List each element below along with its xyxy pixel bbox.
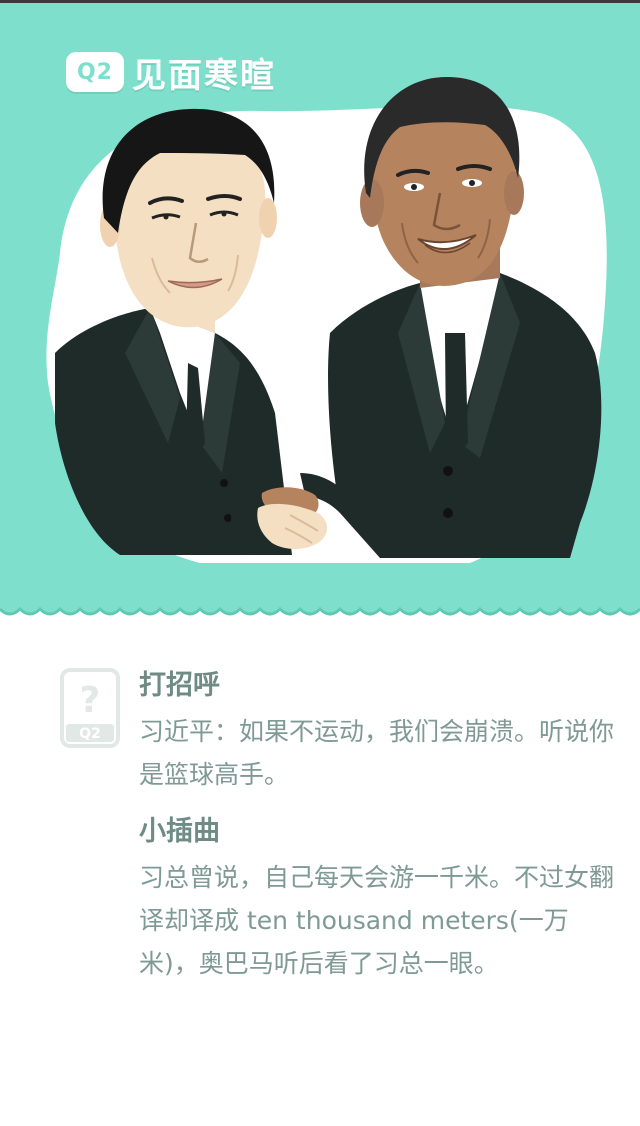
q2-badge-icon: Q2 bbox=[66, 52, 124, 92]
question-badge-text: Q2 bbox=[79, 726, 101, 742]
header-logo: Q2 见面寒暄 bbox=[66, 50, 276, 96]
page-title: 见面寒暄 bbox=[132, 55, 276, 96]
question-badge-label: Q2 bbox=[79, 726, 101, 742]
section-episode: 小插曲 习总曾说，自己每天会游一千米。不过女翻译却译成 ten thousand… bbox=[139, 812, 619, 985]
section-greeting: 打招呼 习近平：如果不运动，我们会崩溃。听说你是篮球高手。 bbox=[139, 666, 619, 796]
handshake bbox=[230, 473, 355, 555]
hero-illustration bbox=[0, 3, 640, 616]
section-body: 习总曾说，自己每天会游一千米。不过女翻译却译成 ten thousand met… bbox=[139, 863, 615, 978]
status-bar-line bbox=[0, 0, 640, 3]
question-badge-icon: ? bbox=[60, 668, 120, 748]
section-body: 习近平：如果不运动，我们会崩溃。听说你是篮球高手。 bbox=[139, 717, 615, 789]
right-man bbox=[328, 76, 602, 558]
svg-text:?: ? bbox=[80, 680, 101, 721]
section-title: 打招呼 bbox=[139, 670, 220, 701]
left-man bbox=[55, 108, 292, 555]
section-title: 小插曲 bbox=[139, 816, 220, 847]
